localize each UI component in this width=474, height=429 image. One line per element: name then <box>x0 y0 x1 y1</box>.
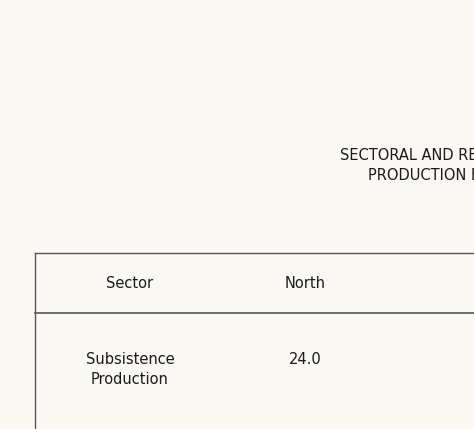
Text: North: North <box>284 275 326 290</box>
Text: 24.0: 24.0 <box>289 353 321 368</box>
Text: Subsistence: Subsistence <box>86 353 174 368</box>
Text: Production: Production <box>91 372 169 387</box>
Text: SECTORAL AND REGIO: SECTORAL AND REGIO <box>340 148 474 163</box>
Text: PRODUCTION B: PRODUCTION B <box>368 168 474 183</box>
Text: Sector: Sector <box>107 275 154 290</box>
